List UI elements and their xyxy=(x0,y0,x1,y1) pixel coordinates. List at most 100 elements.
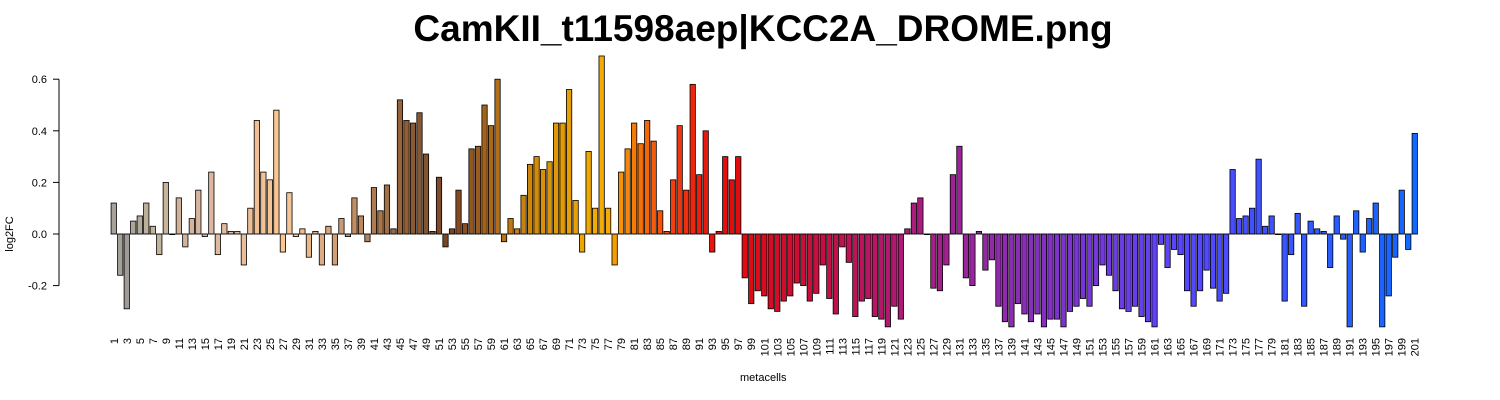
x-tick-label: 91 xyxy=(694,338,706,350)
bar xyxy=(1411,132,1418,235)
bar xyxy=(1157,233,1165,245)
x-tick-label: 31 xyxy=(304,338,316,350)
x-tick-label: 201 xyxy=(1410,338,1422,356)
bar xyxy=(1086,233,1093,307)
bar xyxy=(735,156,742,235)
x-tick-label: 179 xyxy=(1267,338,1279,356)
x-tick-label: 47 xyxy=(408,338,420,350)
bar xyxy=(136,215,143,235)
bar xyxy=(1346,233,1353,328)
x-tick-label: 53 xyxy=(447,338,459,350)
bar xyxy=(182,233,189,248)
bar xyxy=(1229,169,1236,235)
bar xyxy=(481,104,488,235)
x-tick-label: 65 xyxy=(525,338,537,350)
x-tick-label: 49 xyxy=(421,338,433,350)
bar xyxy=(975,231,982,235)
bar xyxy=(1379,233,1386,328)
bar xyxy=(683,189,690,235)
bar xyxy=(1164,233,1171,268)
bar xyxy=(409,122,417,235)
bar xyxy=(540,169,547,235)
bar xyxy=(943,233,950,266)
x-tick-label: 121 xyxy=(889,338,901,356)
bar xyxy=(852,233,859,317)
bar xyxy=(1073,233,1080,307)
x-tick-label: 85 xyxy=(655,338,667,350)
bar xyxy=(865,233,872,299)
bar xyxy=(494,78,501,235)
bar xyxy=(299,228,306,235)
bar xyxy=(240,233,247,266)
x-tick-label: 161 xyxy=(1150,338,1162,356)
bar xyxy=(403,120,410,235)
bar xyxy=(1105,233,1113,276)
x-tick-label: 21 xyxy=(239,338,251,350)
bar xyxy=(117,233,124,276)
y-axis: -0.2 0.0 0.2 0.4 0.6 xyxy=(28,74,60,293)
x-tick-label: 25 xyxy=(265,338,277,350)
bar xyxy=(1255,158,1262,235)
bar xyxy=(878,233,885,320)
bar xyxy=(1262,225,1269,235)
bar xyxy=(1314,228,1321,235)
bar xyxy=(611,233,618,266)
x-tick-label: 63 xyxy=(512,338,524,350)
bar xyxy=(383,184,391,235)
bar xyxy=(221,223,228,235)
bar xyxy=(1079,233,1087,299)
bar xyxy=(1008,233,1015,328)
bar xyxy=(566,89,573,235)
bar xyxy=(1066,233,1074,312)
bar xyxy=(1242,215,1249,235)
bar xyxy=(513,228,521,235)
x-tick-label: 111 xyxy=(824,338,836,355)
bar xyxy=(787,233,794,297)
x-tick-label: 123 xyxy=(902,338,914,356)
bar xyxy=(956,145,963,235)
bar xyxy=(390,228,397,235)
x-tick-label: 45 xyxy=(395,338,407,350)
y-tick-label: 0.2 xyxy=(32,177,47,189)
x-tick-label: 117 xyxy=(863,338,875,356)
x-tick-label: 9 xyxy=(161,338,173,344)
bar xyxy=(1112,233,1119,292)
bar xyxy=(1118,233,1126,310)
bars xyxy=(110,55,1418,328)
x-tick-label: 69 xyxy=(551,338,563,350)
bar xyxy=(1327,233,1334,268)
bar xyxy=(650,140,657,235)
bar xyxy=(1184,233,1191,292)
x-tick-label: 39 xyxy=(356,338,368,350)
y-tick-label: -0.2 xyxy=(28,281,47,293)
bar xyxy=(579,233,586,253)
bar xyxy=(572,200,579,235)
x-tick-label: 125 xyxy=(915,338,927,356)
bar xyxy=(1268,215,1275,235)
bar xyxy=(273,109,280,235)
bar xyxy=(631,122,638,235)
x-tick-label: 133 xyxy=(967,338,979,356)
bar xyxy=(904,228,911,235)
bar xyxy=(637,143,644,235)
x-tick-label: 115 xyxy=(850,338,862,356)
x-tick-label: 67 xyxy=(538,338,550,350)
bar xyxy=(1177,233,1184,256)
bar xyxy=(487,125,495,235)
x-tick-label: 81 xyxy=(629,338,641,350)
x-tick-label: 137 xyxy=(993,338,1005,356)
bar xyxy=(1060,233,1067,328)
bar xyxy=(162,181,169,235)
bar xyxy=(208,171,215,235)
x-tick-label: 71 xyxy=(564,338,576,350)
x-tick-label: 105 xyxy=(785,338,797,356)
x-tick-label: 59 xyxy=(486,338,498,350)
bar xyxy=(585,151,592,235)
bar xyxy=(1014,233,1022,305)
bar xyxy=(910,202,917,235)
x-tick-label: 103 xyxy=(772,338,784,356)
bar xyxy=(1092,233,1100,286)
bar xyxy=(806,233,813,302)
x-tick-label: 3 xyxy=(122,338,134,344)
